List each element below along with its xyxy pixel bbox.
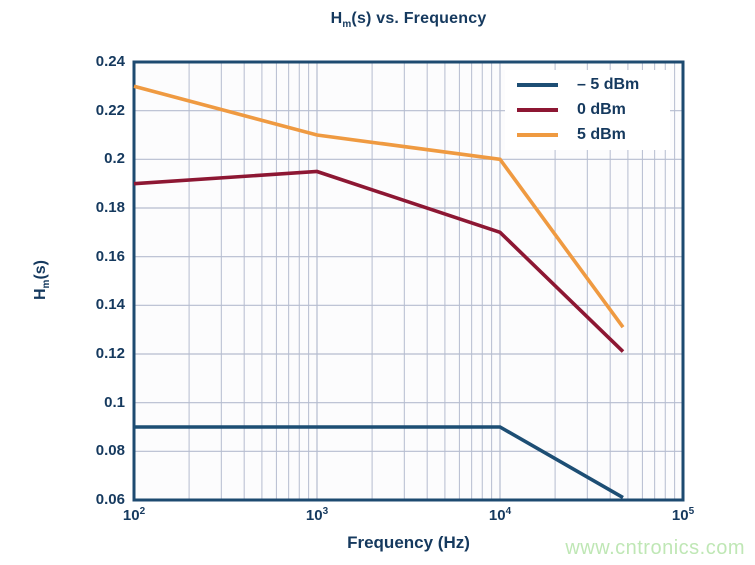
x-tick-base: 10 <box>488 507 506 524</box>
legend-item: 0 dBm <box>505 99 670 121</box>
x-tick-label: 103 <box>282 506 352 524</box>
y-axis-title-suffix: (s) <box>31 259 49 280</box>
legend-label: – 5 dBm <box>577 75 640 93</box>
y-tick-label: 0.22 <box>95 101 125 119</box>
x-tick-exponent: 5 <box>688 506 695 517</box>
chart-title-prefix: H <box>330 10 343 27</box>
chart-title-subscript: m <box>342 19 352 31</box>
y-tick-label: 0.12 <box>95 345 125 362</box>
y-tick-label: 0.08 <box>95 442 125 460</box>
x-axis-title: Frequency (Hz) <box>347 533 470 552</box>
legend-label: 5 dBm <box>577 126 626 144</box>
x-tick-exponent: 2 <box>139 506 146 517</box>
y-tick-label: 0.06 <box>95 491 125 508</box>
legend-item: – 5 dBm <box>505 74 670 96</box>
chart-title-suffix: (s) vs. Frequency <box>351 10 487 27</box>
y-tick-label: 0.2 <box>104 150 125 168</box>
x-tick-exponent: 3 <box>322 506 329 517</box>
y-axis-title-prefix: H <box>31 288 49 301</box>
y-tick-label: 0.18 <box>95 199 125 216</box>
x-tick-base: 10 <box>671 507 689 524</box>
x-tick-exponent: 4 <box>505 506 512 517</box>
y-axis-title-subscript: m <box>41 279 53 289</box>
y-tick-label: 0.24 <box>95 53 125 70</box>
legend-line-swatch <box>517 133 558 138</box>
x-tick-base: 10 <box>305 507 323 524</box>
y-tick-label: 0.14 <box>95 296 125 314</box>
x-tick-label: 102 <box>99 506 169 524</box>
x-tick-base: 10 <box>122 507 140 524</box>
series-line-2 <box>133 84 625 329</box>
y-tick-label: 0.1 <box>104 393 125 411</box>
series-line-1 <box>133 169 625 353</box>
legend: – 5 dBm 0 dBm 5 dBm <box>505 70 670 150</box>
chart-title: Hm(s) vs. Frequency <box>134 10 683 30</box>
y-tick-label: 0.16 <box>95 247 125 265</box>
x-tick-label: 105 <box>648 506 718 524</box>
watermark: www.cntronics.com <box>565 537 745 559</box>
legend-item: 5 dBm <box>505 124 670 146</box>
y-axis-title: Hm(s) <box>32 260 52 300</box>
series-line-0 <box>134 425 624 500</box>
axes-border <box>132 60 685 502</box>
legend-line-swatch <box>517 82 558 87</box>
x-tick-label: 104 <box>465 506 535 524</box>
legend-label: 0 dBm <box>577 100 626 118</box>
legend-line-swatch <box>517 107 558 112</box>
